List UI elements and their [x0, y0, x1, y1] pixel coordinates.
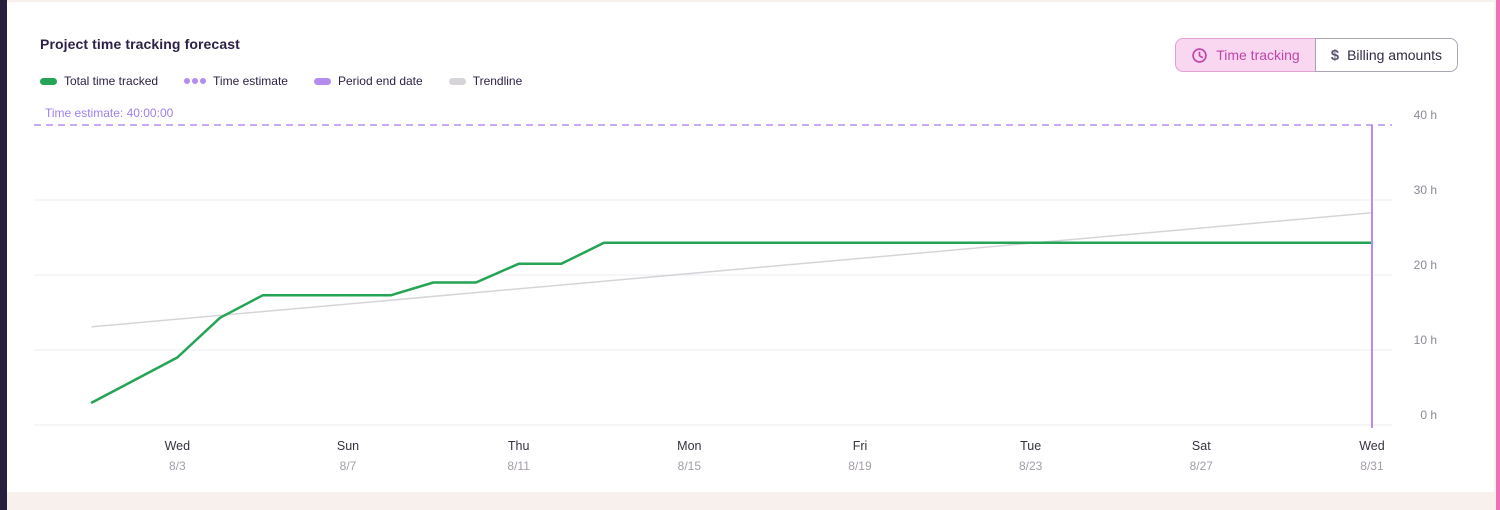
x-tick-date: 8/19	[848, 459, 872, 473]
billing-amounts-toggle-button[interactable]: $ Billing amounts	[1314, 38, 1458, 72]
time-estimate-label: Time estimate: 40:00:00	[45, 106, 174, 120]
chart-legend: Total time tracked Time estimate Period …	[40, 74, 522, 88]
time-tracking-toggle-button[interactable]: Time tracking	[1175, 38, 1315, 72]
x-tick-weekday: Wed	[165, 439, 191, 453]
series-total-time-tracked	[90, 241, 1374, 404]
x-tick-date: 8/3	[169, 459, 186, 473]
legend-label: Period end date	[337, 74, 423, 88]
dollar-icon: $	[1330, 46, 1340, 64]
x-tick-date: 8/15	[678, 459, 702, 473]
legend-marker-time-estimate	[184, 78, 207, 85]
legend-dot	[200, 78, 207, 84]
x-tick-weekday: Fri	[853, 439, 868, 453]
legend-label: Time estimate	[213, 74, 288, 88]
legend-marker-total-time-tracked	[40, 77, 57, 85]
legend-marker-trendline	[448, 77, 466, 85]
y-tick-label: 10 h	[1414, 333, 1437, 347]
card-title: Project time tracking forecast	[40, 36, 240, 52]
x-tick-date: 8/31	[1360, 459, 1384, 473]
series-trendline	[91, 212, 1373, 328]
x-tick-weekday: Wed	[1359, 439, 1385, 453]
legend-dot	[184, 78, 191, 84]
clock-icon	[1191, 47, 1208, 64]
legend-dot	[192, 78, 199, 84]
legend-item-time-estimate[interactable]: Time estimate	[184, 74, 288, 88]
x-tick-date: 8/23	[1019, 459, 1043, 473]
view-toggle: Time tracking $ Billing amounts	[1175, 38, 1458, 72]
x-tick-weekday: Sun	[337, 439, 359, 453]
x-tick-date: 8/11	[507, 459, 530, 473]
billing-amounts-label: Billing amounts	[1347, 47, 1442, 63]
y-tick-label: 0 h	[1420, 408, 1437, 422]
page-left-edge	[0, 0, 7, 510]
y-tick-label: 40 h	[1414, 108, 1437, 122]
x-tick-date: 8/27	[1190, 459, 1214, 473]
legend-item-total-time-tracked[interactable]: Total time tracked	[40, 74, 158, 88]
time-tracking-label: Time tracking	[1216, 47, 1300, 63]
legend-label: Total time tracked	[64, 74, 159, 88]
x-tick-weekday: Thu	[508, 439, 530, 453]
x-tick-weekday: Mon	[677, 439, 701, 453]
y-tick-label: 30 h	[1414, 183, 1437, 197]
forecast-chart[interactable]: 0 h 10 h 20 h 30 h 40 h Wed 8/3 Sun 8/7 Thu 8/11 Mo…	[7, 2, 1494, 490]
x-tick-weekday: Sat	[1192, 439, 1211, 453]
forecast-card: Project time tracking forecast Time trac…	[7, 2, 1494, 492]
legend-item-trendline[interactable]: Trendline	[448, 74, 523, 88]
x-tick-date: 8/7	[340, 459, 357, 473]
legend-marker-period-end-date	[313, 77, 331, 85]
x-tick-weekday: Tue	[1020, 439, 1041, 453]
y-tick-label: 20 h	[1414, 258, 1437, 272]
legend-item-period-end-date[interactable]: Period end date	[313, 74, 423, 88]
page-right-edge-accent	[1496, 0, 1500, 510]
legend-label: Trendline	[472, 74, 523, 88]
